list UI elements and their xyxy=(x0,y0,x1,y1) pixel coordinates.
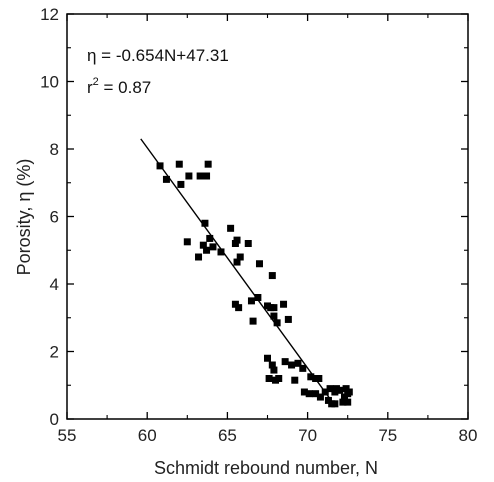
data-point xyxy=(281,358,289,366)
data-point xyxy=(249,317,257,325)
r-squared-label: r2 = 0.87 xyxy=(87,76,151,97)
data-point xyxy=(345,388,353,396)
data-point xyxy=(185,172,193,180)
data-point xyxy=(254,294,262,301)
y-tick-label: 0 xyxy=(50,410,59,429)
data-point xyxy=(316,393,324,401)
data-point xyxy=(244,240,252,247)
data-point xyxy=(275,375,283,382)
data-point xyxy=(204,160,212,168)
data-point xyxy=(344,398,352,406)
x-tick-label: 55 xyxy=(58,426,77,445)
data-point xyxy=(175,160,183,168)
y-tick-label: 6 xyxy=(50,208,59,227)
data-point xyxy=(255,260,263,268)
data-point xyxy=(235,304,243,312)
data-point xyxy=(331,400,339,408)
data-point xyxy=(305,390,313,398)
x-tick-label: 60 xyxy=(138,426,157,445)
data-point xyxy=(291,376,299,384)
data-point xyxy=(264,354,271,362)
data-point xyxy=(233,258,241,266)
data-point xyxy=(201,219,209,227)
data-point xyxy=(206,234,214,242)
x-tick-label: 65 xyxy=(218,426,237,445)
data-point xyxy=(270,366,278,374)
data-point xyxy=(268,361,276,369)
data-point xyxy=(209,243,217,251)
data-point xyxy=(227,224,235,232)
data-point xyxy=(294,359,302,367)
data-point xyxy=(268,272,276,280)
data-point xyxy=(280,300,288,308)
data-point xyxy=(284,315,292,323)
data-point xyxy=(196,172,204,180)
data-point xyxy=(177,180,185,188)
data-point xyxy=(336,386,344,394)
data-point xyxy=(156,162,164,170)
data-point xyxy=(270,304,278,312)
data-point xyxy=(236,253,244,261)
data-point xyxy=(326,385,334,393)
y-tick-label: 12 xyxy=(40,5,59,24)
y-tick-label: 4 xyxy=(50,275,59,294)
axis-ticks xyxy=(66,13,469,420)
data-point xyxy=(270,312,278,320)
x-tick-label: 80 xyxy=(459,426,478,445)
data-point xyxy=(183,238,191,246)
y-axis-tick-labels: 0 2 4 6 8 10 12 xyxy=(40,5,59,429)
data-point xyxy=(299,364,307,372)
regression-equation: η = -0.654N+47.31 xyxy=(87,46,229,65)
data-point xyxy=(315,375,323,382)
data-point xyxy=(247,297,255,305)
data-point xyxy=(273,319,281,327)
data-point xyxy=(199,241,207,249)
data-point xyxy=(307,373,315,381)
data-point xyxy=(162,175,170,183)
x-axis-tick-labels: 55 60 65 70 75 80 xyxy=(58,426,478,445)
data-point xyxy=(233,236,241,244)
data-point xyxy=(321,388,329,396)
y-tick-label: 8 xyxy=(50,140,59,159)
data-point xyxy=(203,246,211,254)
y-tick-label: 2 xyxy=(50,343,59,362)
data-points xyxy=(156,160,353,408)
x-tick-label: 70 xyxy=(298,426,317,445)
data-point xyxy=(300,388,308,396)
data-point xyxy=(312,390,320,398)
x-axis-title: Schmidt rebound number, N xyxy=(154,458,378,478)
data-point xyxy=(339,398,347,406)
y-axis-title: Porosity, η (%) xyxy=(14,159,34,276)
data-point xyxy=(203,172,211,180)
y-tick-label: 10 xyxy=(40,73,59,92)
data-point xyxy=(217,248,225,256)
data-point xyxy=(288,361,296,369)
x-tick-label: 75 xyxy=(378,426,397,445)
data-point xyxy=(265,375,273,382)
data-point xyxy=(195,253,203,261)
regression-line xyxy=(140,138,336,406)
